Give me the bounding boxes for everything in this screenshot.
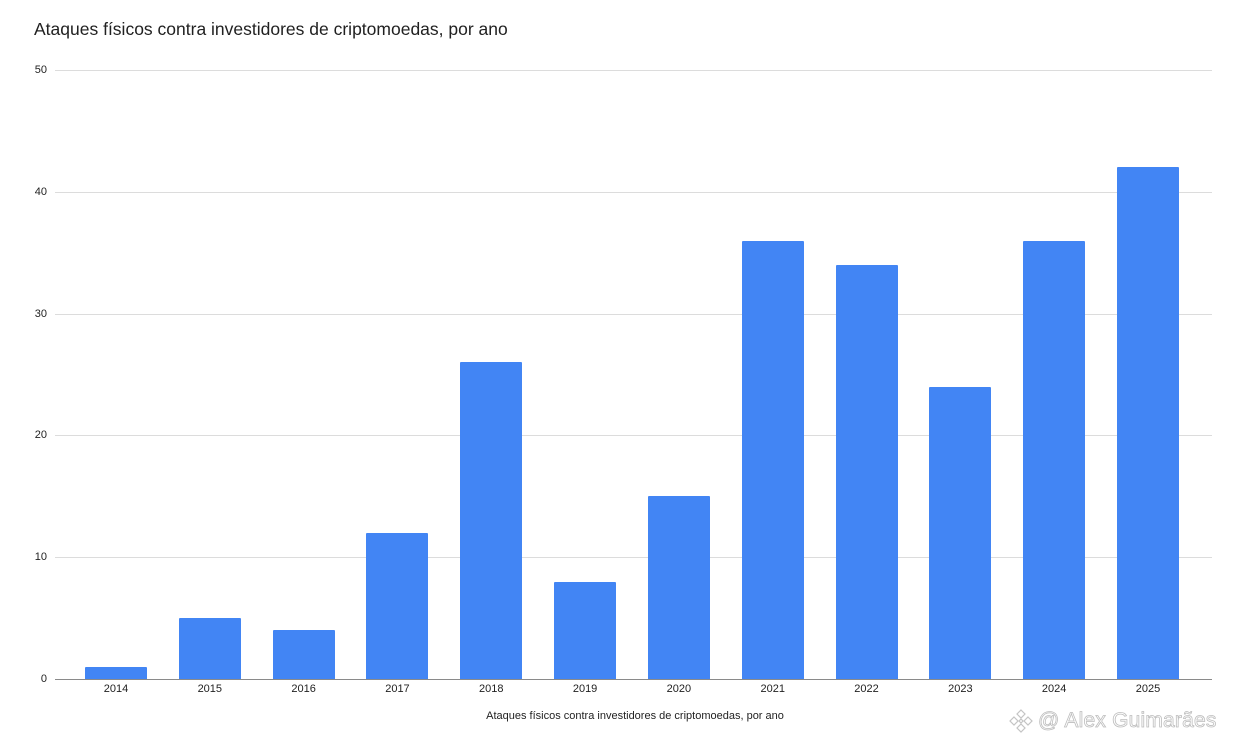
bar-2019[interactable]	[554, 581, 617, 679]
y-tick-label: 20	[34, 429, 47, 442]
y-tick-label: 30	[34, 307, 47, 320]
bar-2024[interactable]	[1023, 240, 1086, 679]
gridline	[55, 70, 1212, 71]
bar-2021[interactable]	[741, 240, 804, 679]
x-tick-label: 2015	[197, 683, 223, 695]
bar-2015[interactable]	[178, 618, 241, 679]
y-tick-label: 0	[40, 673, 47, 685]
bar-2018[interactable]	[460, 362, 523, 679]
x-tick-label: 2023	[948, 683, 973, 695]
x-tick-label: 2019	[572, 683, 598, 695]
gridline	[55, 435, 1212, 436]
y-tick-label: 10	[34, 551, 47, 564]
gridline	[55, 314, 1212, 315]
x-axis-label: Ataques físicos contra investidores de c…	[486, 710, 784, 722]
x-tick-label: 2017	[385, 683, 410, 695]
gridline	[55, 557, 1212, 558]
bar-2023[interactable]	[929, 386, 992, 679]
x-tick-label: 2014	[103, 683, 129, 695]
x-tick-label: 2021	[760, 683, 785, 695]
watermark: @ Alex Guimarães	[1008, 708, 1217, 734]
x-tick-label: 2018	[479, 683, 504, 695]
x-axis-baseline	[55, 679, 1212, 680]
bar-2014[interactable]	[85, 666, 147, 679]
bar-2016[interactable]	[272, 630, 335, 679]
x-tick-label: 2016	[291, 683, 316, 695]
y-tick-label: 50	[34, 64, 47, 76]
x-tick-label: 2020	[666, 683, 692, 695]
watermark-text: @ Alex Guimarães	[1038, 709, 1217, 733]
x-tick-label: 2024	[1041, 683, 1067, 695]
x-tick-label: 2022	[854, 683, 879, 695]
bar-2020[interactable]	[647, 496, 710, 679]
bar-2017[interactable]	[366, 532, 429, 679]
bar-2022[interactable]	[835, 264, 898, 679]
y-tick-label: 40	[34, 185, 47, 198]
binance-logo-icon	[1009, 709, 1033, 733]
bar-2025[interactable]	[1117, 167, 1179, 679]
x-tick-label: 2025	[1135, 683, 1161, 695]
gridline	[55, 192, 1212, 193]
chart-title: Ataques físicos contra investidores de c…	[34, 19, 508, 39]
